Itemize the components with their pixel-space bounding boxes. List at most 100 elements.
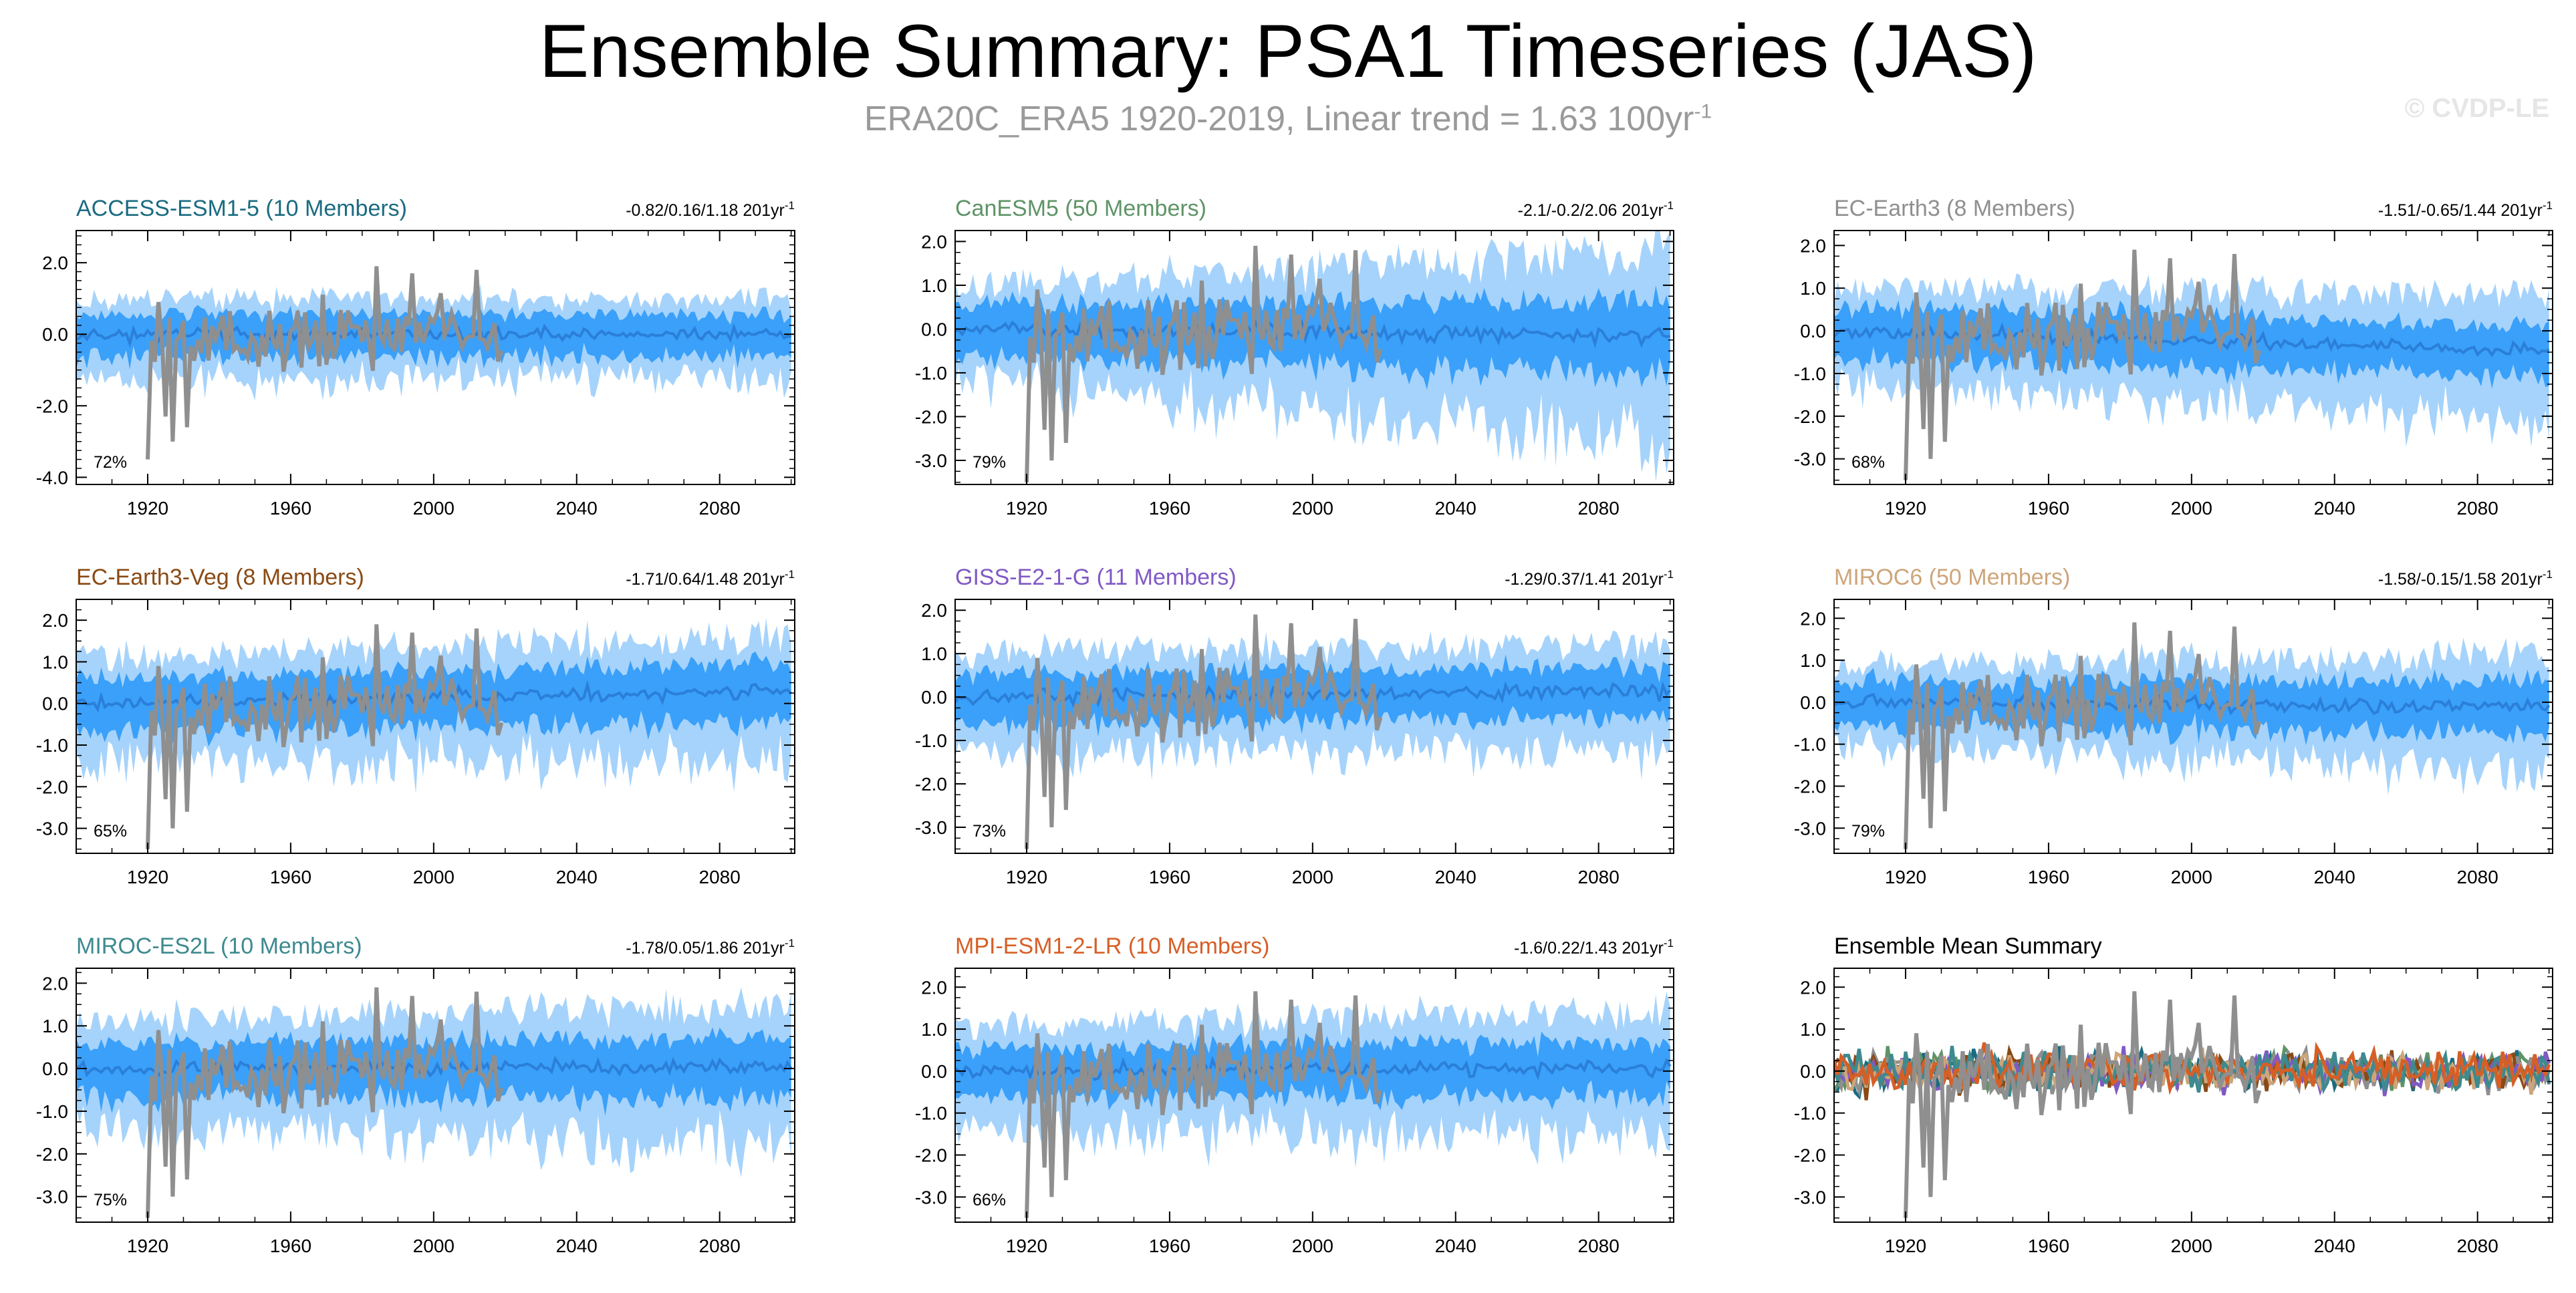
observation-line <box>146 266 504 460</box>
ensemble-mean-line <box>76 680 793 713</box>
chart-mirocesl: MIROC-ES2L (10 Members) -1.78/0.05/1.86 2… <box>36 933 795 1256</box>
y-tick-label: 1.0 <box>42 1016 68 1036</box>
plot-frame <box>1833 230 2553 485</box>
pattern-correlation-label: 66% <box>973 1191 1006 1209</box>
chart-trend-stats: -2.1/-0.2/2.06 201yr-1 <box>1518 199 1674 220</box>
watermark: © CVDP-LE <box>2404 94 2549 123</box>
x-tick-label: 2040 <box>2314 498 2355 519</box>
x-tick-label: 1960 <box>2028 1236 2069 1256</box>
x-tick-label: 1920 <box>1885 1236 1926 1256</box>
x-tick-label: 2040 <box>556 498 598 519</box>
chart-title: MIROC-ES2L (10 Members) <box>76 933 362 959</box>
y-tick-label: -3.0 <box>915 817 947 838</box>
pattern-correlation-label: 72% <box>94 453 127 472</box>
y-tick-label: 1.0 <box>1800 278 1826 299</box>
x-tick-label: 2000 <box>1292 498 1333 519</box>
y-tick-label: -1.0 <box>915 730 947 751</box>
chart-ecearth3: EC-Earth3 (8 Members) -1.51/-0.65/1.44 20… <box>1794 196 2553 519</box>
y-tick-label: -1.0 <box>1794 364 1826 384</box>
x-tick-label: 2040 <box>2314 1236 2355 1256</box>
x-tick-label: 1960 <box>2028 498 2069 519</box>
ensemble-mean-line <box>955 317 1670 349</box>
y-tick-label: 2.0 <box>1800 235 1826 256</box>
y-tick-label: -1.0 <box>915 363 947 384</box>
chart-title: MIROC6 (50 Members) <box>1834 565 2070 590</box>
plot-area <box>955 614 1672 849</box>
x-tick-label: 2080 <box>699 867 741 887</box>
chart-ecearth3veg: EC-Earth3-Veg (8 Members) -1.71/0.64/1.48… <box>36 565 795 887</box>
y-tick-label: 1.0 <box>921 643 947 664</box>
x-tick-label: 2080 <box>699 498 741 519</box>
chart-access: ACCESS-ESM1-5 (10 Members) -0.82/0.16/1.1… <box>36 196 795 519</box>
x-tick-label: 1960 <box>270 867 311 887</box>
pattern-correlation-label: 75% <box>94 1191 127 1209</box>
x-tick-label: 1960 <box>2028 867 2069 887</box>
x-tick-label: 1920 <box>1006 498 1047 519</box>
chart-title: GISS-E2-1-G (11 Members) <box>955 565 1237 590</box>
inner-range-band <box>1834 297 2549 389</box>
y-tick-label: 1.0 <box>42 652 68 672</box>
y-tick-label: 2.0 <box>42 253 68 273</box>
y-tick-label: 0.0 <box>921 319 947 339</box>
plot-frame <box>954 230 1674 485</box>
observation-line <box>1025 245 1383 482</box>
y-tick-label: -4.0 <box>36 467 68 488</box>
x-tick-label: 2080 <box>1578 867 1620 887</box>
y-tick-label: -3.0 <box>915 450 947 471</box>
y-tick-label: -3.0 <box>36 819 68 839</box>
pattern-correlation-label: 73% <box>973 822 1006 841</box>
plot-area <box>1834 991 2551 1218</box>
y-tick-label: 1.0 <box>1800 1019 1826 1040</box>
x-tick-label: 2080 <box>2457 1236 2498 1256</box>
chart-trend-stats: -1.71/0.64/1.48 201yr-1 <box>626 568 795 589</box>
x-tick-label: 2040 <box>1435 867 1476 887</box>
x-tick-label: 1960 <box>270 1236 311 1256</box>
y-tick-label: 2.0 <box>921 600 947 621</box>
x-tick-label: 2040 <box>556 1236 598 1256</box>
x-tick-label: 2000 <box>413 1236 455 1256</box>
y-tick-label: -1.0 <box>1794 734 1826 755</box>
plot-frame <box>76 968 795 1223</box>
y-tick-label: -2.0 <box>1794 406 1826 427</box>
pattern-correlation-label: 79% <box>1851 822 1885 841</box>
x-tick-label: 2080 <box>699 1236 741 1256</box>
x-tick-label: 1960 <box>1149 1236 1190 1256</box>
y-tick-label: 2.0 <box>921 231 947 252</box>
y-tick-label: -3.0 <box>36 1187 68 1207</box>
x-tick-label: 2080 <box>1578 1236 1620 1256</box>
pattern-correlation-label: 68% <box>1851 453 1885 472</box>
x-tick-label: 1920 <box>1885 867 1926 887</box>
x-tick-label: 2000 <box>413 498 455 519</box>
chart-mpi: MPI-ESM1-2-LR (10 Members) -1.6/0.22/1.43… <box>915 933 1674 1256</box>
y-tick-label: 2.0 <box>1800 608 1826 629</box>
plot-area <box>1834 622 2551 849</box>
chart-trend-stats: -1.29/0.37/1.41 201yr-1 <box>1505 568 1674 589</box>
x-tick-label: 1920 <box>1885 498 1926 519</box>
chart-title: Ensemble Mean Summary <box>1834 933 2102 959</box>
subtitle-text: ERA20C_ERA5 1920-2019, Linear trend = 1.… <box>864 100 1694 138</box>
x-tick-label: 2080 <box>2457 498 2498 519</box>
observation-line <box>1904 622 2262 849</box>
y-tick-label: 0.0 <box>42 324 68 345</box>
plot-area <box>955 231 1670 482</box>
plot-frame <box>76 599 795 854</box>
x-tick-label: 2000 <box>413 867 455 887</box>
x-tick-label: 2000 <box>1292 867 1333 887</box>
chart-trend-stats: -0.82/0.16/1.18 201yr-1 <box>626 199 795 220</box>
y-tick-label: 1.0 <box>921 275 947 296</box>
y-tick-label: -1.0 <box>1794 1103 1826 1124</box>
inner-range-band <box>955 285 1670 390</box>
ensemble-mean-line <box>955 1056 1672 1083</box>
y-tick-label: 0.0 <box>42 694 68 714</box>
observation-line <box>1904 991 2262 1218</box>
y-tick-label: 2.0 <box>42 610 68 631</box>
chart-title: MPI-ESM1-2-LR (10 Members) <box>955 933 1269 959</box>
y-tick-label: 2.0 <box>921 977 947 998</box>
chart-title: CanESM5 (50 Members) <box>955 196 1206 221</box>
plot-frame <box>76 230 795 485</box>
x-tick-label: 2040 <box>556 867 598 887</box>
x-tick-label: 1920 <box>127 1236 168 1256</box>
x-tick-label: 2000 <box>2171 1236 2212 1256</box>
x-tick-label: 2040 <box>1435 498 1476 519</box>
